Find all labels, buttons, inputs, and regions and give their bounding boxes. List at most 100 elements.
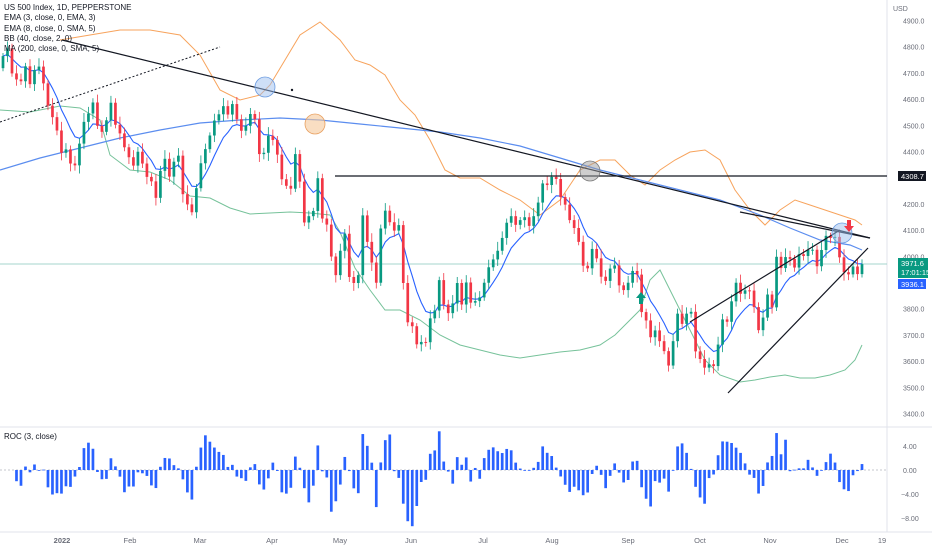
candle-body	[599, 258, 603, 277]
roc-bar	[311, 470, 315, 486]
roc-bar	[721, 441, 724, 470]
price-tick-label: 4700.0	[903, 71, 925, 78]
roc-bar	[168, 458, 171, 470]
roc-bar	[424, 470, 428, 480]
roc-bar	[545, 452, 549, 470]
roc-bar	[222, 454, 225, 470]
candle-body	[667, 351, 670, 366]
candle-body	[851, 266, 855, 275]
roc-bar	[231, 464, 234, 470]
roc-bar	[159, 466, 162, 470]
price-tick-label: 4000.0	[903, 254, 925, 261]
legend-ma200[interactable]: MA (200, close, 0, SMA, 5)	[4, 44, 100, 54]
roc-legend[interactable]: ROC (3, close)	[4, 432, 57, 441]
roc-bar	[590, 470, 594, 474]
candle-body	[725, 319, 729, 322]
roc-bar	[181, 470, 185, 480]
candle-body	[739, 282, 742, 294]
legend-ema3[interactable]: EMA (3, close, 0, EMA, 3)	[4, 13, 96, 23]
roc-bar	[24, 466, 27, 470]
roc-bar	[177, 468, 180, 470]
roc-bar	[694, 470, 697, 487]
roc-bar	[856, 470, 859, 472]
roc-bar	[204, 435, 207, 470]
roc-bar	[608, 470, 612, 476]
candle-body	[523, 217, 527, 221]
price-tick-label: 4600.0	[903, 97, 925, 104]
roc-bar	[676, 446, 679, 470]
roc-bar	[419, 470, 423, 482]
legend-ema8[interactable]: EMA (8, close, 0, SMA, 5)	[4, 23, 96, 33]
roc-bar	[829, 453, 832, 470]
roc-bar	[752, 470, 756, 478]
roc-bar	[249, 467, 252, 470]
candle-body	[343, 233, 347, 251]
candle-body	[811, 249, 814, 251]
candle-body	[437, 280, 441, 311]
candle-body	[473, 301, 477, 303]
roc-bar	[685, 452, 688, 470]
bb-upper-band	[59, 21, 863, 226]
roc-bar	[46, 470, 50, 488]
candle-body	[46, 83, 50, 106]
candle-body	[82, 121, 86, 144]
roc-bar	[320, 470, 324, 472]
candle-body	[127, 147, 131, 158]
roc-bar	[365, 445, 369, 470]
roc-bar	[464, 457, 468, 470]
candle-body	[469, 282, 473, 303]
candle-body	[141, 151, 144, 164]
roc-bar	[815, 470, 819, 476]
roc-tick-0: 0.00	[903, 468, 917, 475]
svg-text:3971.6: 3971.6	[901, 259, 924, 268]
roc-bar	[123, 470, 126, 493]
roc-bar	[667, 470, 670, 492]
candle-body	[680, 313, 684, 324]
roc-bar	[761, 470, 765, 486]
downtrend-line[interactable]	[61, 39, 871, 239]
candle-body	[820, 249, 823, 267]
candle-body	[595, 248, 599, 259]
candle-body	[793, 258, 796, 268]
roc-bar	[141, 470, 144, 474]
candle-body	[69, 149, 72, 164]
roc-bar	[42, 469, 45, 471]
roc-bar	[842, 470, 846, 490]
roc-bar	[851, 470, 855, 476]
symbol-title[interactable]: US 500 Index, 1D, PEPPERSTONE	[4, 3, 132, 12]
roc-bar	[725, 441, 729, 470]
candle-body	[401, 225, 405, 283]
roc-bar	[469, 470, 473, 482]
candle-body	[689, 311, 693, 314]
candle-body	[491, 259, 495, 268]
svg-text:3936.1: 3936.1	[901, 280, 924, 289]
price-tick-label: 3700.0	[903, 333, 925, 340]
candle-body	[114, 102, 117, 125]
candle-body	[712, 364, 715, 367]
candle-body	[743, 290, 747, 294]
roc-bar	[114, 466, 117, 470]
wedge-upper-line[interactable]	[689, 229, 841, 323]
candle-body	[806, 249, 810, 257]
roc-bar	[482, 458, 486, 470]
candle-body	[626, 282, 630, 291]
candle-body	[199, 163, 203, 189]
legend-bb[interactable]: BB (40, close, 2, 0)	[4, 33, 73, 43]
candle-body	[419, 341, 423, 345]
candle-body	[500, 237, 504, 251]
roc-bar	[631, 461, 634, 470]
candle-body	[392, 222, 396, 231]
ma200-line	[0, 117, 863, 251]
time-tick-label: Jul	[478, 536, 488, 545]
candle-body	[361, 215, 365, 276]
time-tick-label: Dec	[835, 536, 849, 545]
candle-body	[150, 176, 153, 182]
roc-bar	[649, 470, 652, 507]
candle-body	[271, 135, 275, 140]
candle-body	[518, 220, 522, 225]
roc-bar	[109, 458, 113, 470]
wedge-lower-line[interactable]	[727, 247, 869, 394]
dotted-uptrend-line[interactable]	[0, 46, 221, 123]
candle-body	[613, 265, 616, 269]
